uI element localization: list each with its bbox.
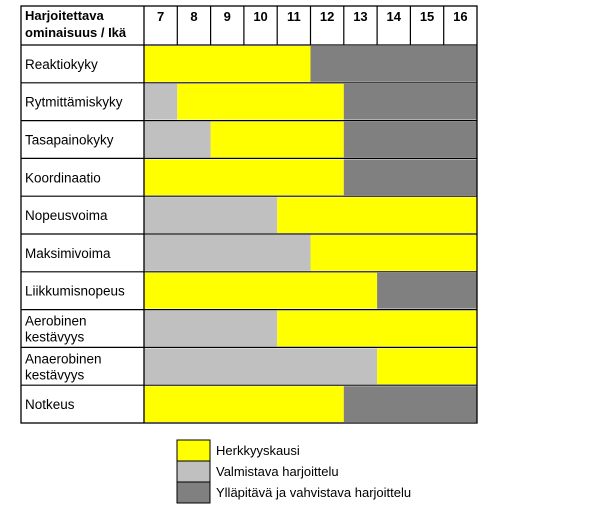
table-text-layer: Harjoitettava ominaisuus / Ikä 7 8 9 10 11 12… bbox=[25, 8, 468, 412]
legend-label-yllapitava: Ylläpitävä ja vahvistava harjoittelu bbox=[216, 485, 411, 500]
bar-aerobinen-kestävyys-valmistava-0 bbox=[144, 310, 278, 347]
bar-koordinaatio-herkkyys-0 bbox=[144, 159, 344, 196]
legend-label-valmistava: Valmistava harjoittelu bbox=[216, 464, 339, 479]
row-label-maksimivoima-0: Maksimivoima bbox=[25, 246, 111, 261]
row-label-koordinaatio-0: Koordinaatio bbox=[25, 170, 101, 185]
legend-swatch-valmistava bbox=[176, 460, 211, 483]
bar-tasapainokyky-valmistava-0 bbox=[144, 121, 211, 158]
table-border bbox=[20, 5, 478, 424]
row-label-reaktiokyky-0: Reaktiokyky bbox=[25, 57, 98, 72]
row-label-tasapainokyky-0: Tasapainokyky bbox=[25, 133, 114, 148]
age-header-11: 11 bbox=[287, 9, 301, 24]
bar-koordinaatio-yllapitava-1 bbox=[343, 159, 477, 196]
age-header-16: 16 bbox=[453, 9, 467, 24]
bar-anaerobinen-kestävyys-valmistava-0 bbox=[144, 348, 378, 385]
legend-swatch-yllapitava bbox=[176, 481, 211, 504]
legend: Herkkyyskausi Valmistava harjoittelu Ylläp… bbox=[176, 439, 411, 504]
bar-rytmittämiskyky-valmistava-0 bbox=[144, 83, 178, 120]
bar-tasapainokyky-yllapitava-2 bbox=[343, 121, 477, 158]
bar-aerobinen-kestävyys-herkkyys-1 bbox=[277, 310, 477, 347]
bar-tasapainokyky-herkkyys-1 bbox=[210, 121, 344, 158]
age-header-15: 15 bbox=[420, 9, 434, 24]
bar-liikkumisnopeus-yllapitava-1 bbox=[377, 272, 477, 309]
bar-notkeus-yllapitava-1 bbox=[343, 386, 477, 422]
age-header-10: 10 bbox=[253, 9, 267, 24]
row-label-notkeus-0: Notkeus bbox=[25, 397, 75, 412]
bar-anaerobinen-kestävyys-herkkyys-1 bbox=[377, 348, 477, 385]
row-label-liikkumisnopeus-0: Liikkumisnopeus bbox=[25, 284, 125, 299]
bar-maksimivoima-valmistava-0 bbox=[144, 235, 311, 271]
bar-fill-layer bbox=[144, 46, 477, 422]
row-label-aerobinen-kestävyys-0: Aerobinen bbox=[25, 314, 87, 329]
row-label-rytmittämiskyky-0: Rytmittämiskyky bbox=[25, 95, 123, 110]
age-header-7: 7 bbox=[157, 9, 164, 24]
bar-nopeusvoima-valmistava-0 bbox=[144, 197, 278, 233]
header-label-line2: ominaisuus / Ikä bbox=[25, 25, 127, 40]
row-label-nopeusvoima-0: Nopeusvoima bbox=[25, 208, 108, 223]
bar-rytmittämiskyky-yllapitava-2 bbox=[343, 83, 477, 120]
bar-reaktiokyky-yllapitava-1 bbox=[310, 46, 477, 82]
bar-reaktiokyky-herkkyys-0 bbox=[144, 46, 311, 82]
age-header-14: 14 bbox=[387, 9, 402, 24]
header-label-line1: Harjoitettava bbox=[25, 8, 105, 23]
bar-liikkumisnopeus-herkkyys-0 bbox=[144, 272, 378, 309]
age-header-13: 13 bbox=[353, 9, 367, 24]
legend-swatch-herkkyys bbox=[176, 439, 211, 462]
bar-maksimivoima-herkkyys-1 bbox=[310, 235, 477, 271]
legend-label-herkkyys: Herkkyyskausi bbox=[216, 443, 300, 458]
age-header-8: 8 bbox=[190, 9, 197, 24]
row-label-anaerobinen-kestävyys-1: kestävyys bbox=[25, 367, 85, 382]
age-header-9: 9 bbox=[224, 9, 231, 24]
bar-notkeus-herkkyys-0 bbox=[144, 386, 344, 422]
table-grid bbox=[20, 5, 478, 424]
bar-nopeusvoima-herkkyys-1 bbox=[277, 197, 477, 233]
age-header-12: 12 bbox=[320, 9, 334, 24]
row-label-anaerobinen-kestävyys-0: Anaerobinen bbox=[25, 351, 102, 366]
row-label-aerobinen-kestävyys-1: kestävyys bbox=[25, 330, 85, 345]
bar-rytmittämiskyky-herkkyys-1 bbox=[177, 83, 344, 120]
